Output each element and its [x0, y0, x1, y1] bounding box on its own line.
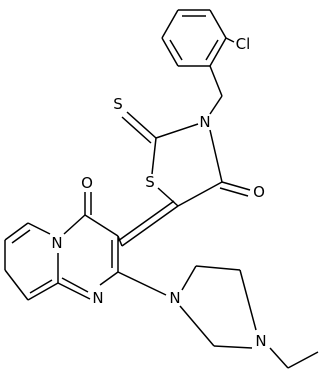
atom-label: N: [169, 289, 180, 307]
atom-label: N: [92, 289, 103, 307]
atom-label: N: [255, 332, 266, 350]
atom-label: N: [51, 234, 62, 252]
atom-label: N: [199, 113, 210, 131]
atom-label: O: [253, 183, 265, 201]
atom-labels: Cl N S S O O N N N N: [51, 35, 266, 350]
atom-label: S: [145, 173, 155, 191]
atom-label: O: [81, 174, 93, 192]
atom-label: Cl: [236, 35, 251, 53]
bonds: [4, 9, 319, 369]
atom-label: S: [113, 95, 123, 113]
